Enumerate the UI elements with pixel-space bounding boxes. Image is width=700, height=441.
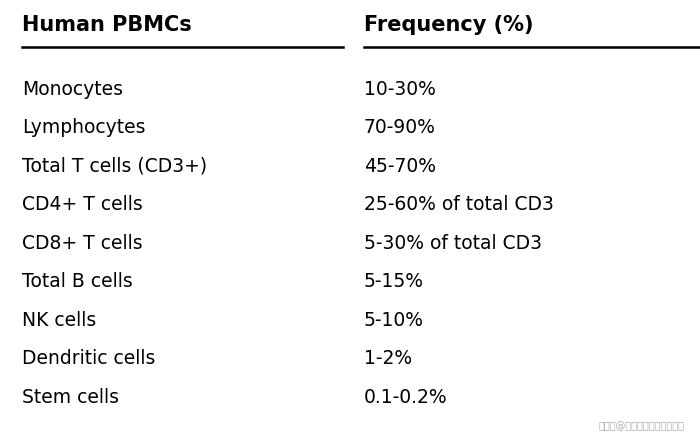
Text: 1-2%: 1-2% [364, 349, 412, 369]
Text: Human PBMCs: Human PBMCs [22, 15, 192, 35]
Text: CD8+ T cells: CD8+ T cells [22, 234, 143, 253]
Text: 5-15%: 5-15% [364, 273, 424, 292]
Text: CD4+ T cells: CD4+ T cells [22, 195, 143, 214]
Text: Monocytes: Monocytes [22, 79, 123, 98]
Text: 5-30% of total CD3: 5-30% of total CD3 [364, 234, 542, 253]
Text: Frequency (%): Frequency (%) [364, 15, 533, 35]
Text: Dendritic cells: Dendritic cells [22, 349, 155, 369]
Text: Lymphocytes: Lymphocytes [22, 118, 146, 137]
Text: 25-60% of total CD3: 25-60% of total CD3 [364, 195, 554, 214]
Text: 10-30%: 10-30% [364, 79, 436, 98]
Text: NK cells: NK cells [22, 311, 97, 330]
Text: 0.1-0.2%: 0.1-0.2% [364, 388, 447, 407]
Text: 70-90%: 70-90% [364, 118, 436, 137]
Text: 搜狐号@上海吉海健康生命银行: 搜狐号@上海吉海健康生命银行 [598, 421, 685, 431]
Text: Total T cells (CD3+): Total T cells (CD3+) [22, 157, 207, 176]
Text: Total B cells: Total B cells [22, 273, 133, 292]
Text: 45-70%: 45-70% [364, 157, 436, 176]
Text: 5-10%: 5-10% [364, 311, 424, 330]
Text: Stem cells: Stem cells [22, 388, 119, 407]
